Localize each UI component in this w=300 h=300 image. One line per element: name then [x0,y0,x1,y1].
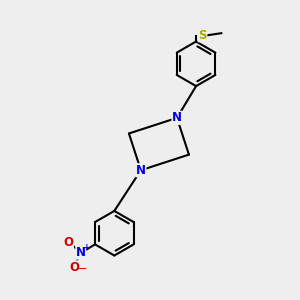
Text: +: + [83,243,91,252]
Text: O: O [63,236,74,249]
Text: S: S [198,29,207,42]
Text: N: N [172,111,182,124]
Text: N: N [136,164,146,177]
Text: O: O [69,261,79,274]
Text: −: − [78,264,87,274]
Text: N: N [76,246,86,259]
